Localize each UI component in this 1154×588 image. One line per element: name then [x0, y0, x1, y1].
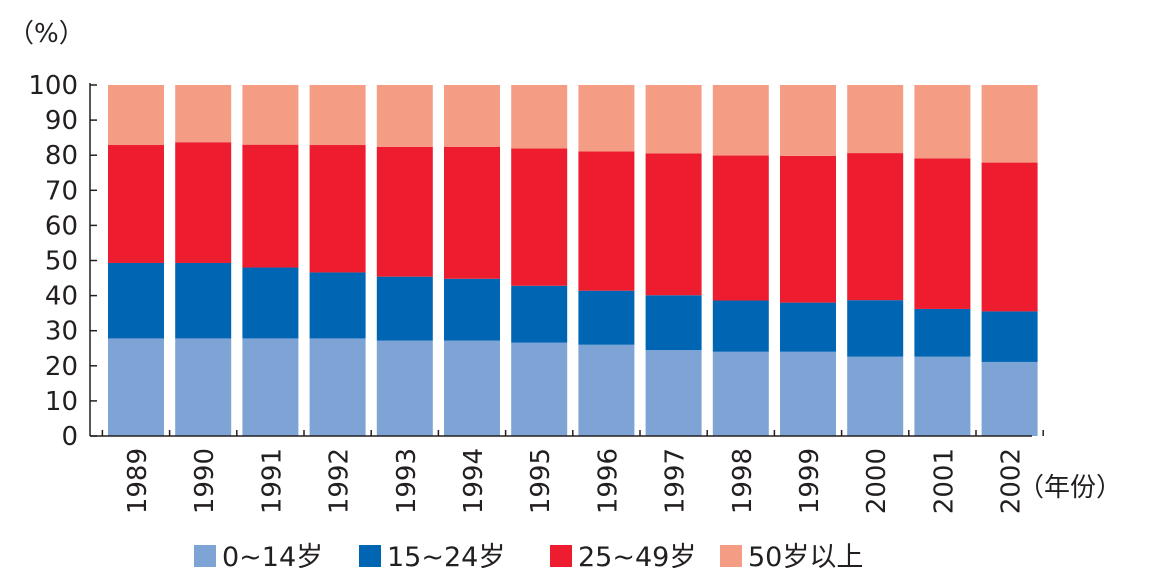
bar-segment — [914, 356, 971, 436]
x-tick-label: 1997 — [661, 448, 691, 514]
bar-segment — [309, 338, 366, 436]
bar-segment — [914, 158, 971, 309]
bars — [108, 85, 1038, 436]
x-tick-label: 1996 — [593, 448, 623, 514]
bar-segment — [511, 148, 568, 286]
bar-segment — [645, 153, 702, 296]
bar-segment — [175, 338, 232, 436]
legend-swatch — [194, 545, 216, 567]
x-tick-label: 1994 — [459, 448, 489, 514]
bar-segment — [847, 85, 904, 154]
legend-label: 0~14岁 — [222, 542, 323, 573]
x-unit-label: （年份） — [1018, 473, 1122, 503]
x-tick-label: 1990 — [190, 448, 220, 514]
bar-segment — [712, 351, 769, 436]
bar-segment — [780, 85, 836, 156]
legend-label: 25~49岁 — [578, 542, 696, 573]
x-tick-label: 1999 — [795, 448, 825, 514]
bar-segment — [175, 85, 232, 143]
x-tick-label: 1995 — [526, 448, 556, 514]
bar-segment — [376, 340, 433, 436]
bar-segment — [780, 155, 836, 303]
x-tick-label: 1991 — [257, 448, 287, 514]
bar-segment — [780, 351, 836, 436]
bar-segment — [981, 162, 1038, 312]
y-tick-label: 30 — [45, 317, 78, 347]
bar-segment — [242, 267, 299, 339]
bar-segment — [780, 302, 836, 352]
y-tick-label: 20 — [45, 352, 78, 382]
x-tick-label: 1998 — [728, 448, 758, 514]
legend: 0~14岁 15~24岁 25~49岁 50岁以上 — [194, 542, 863, 573]
y-tick-label: 0 — [61, 422, 78, 452]
bar-segment — [645, 85, 702, 154]
bar-segment — [376, 146, 433, 277]
bar-segment — [847, 356, 904, 436]
bar-segment — [511, 285, 568, 343]
y-tick-label: 80 — [45, 141, 78, 171]
bar-segment — [242, 85, 299, 145]
x-tick-label: 2000 — [862, 448, 892, 514]
bar-segment — [108, 145, 164, 263]
y-tick-label: 70 — [45, 176, 78, 206]
bar-segment — [108, 338, 164, 436]
bar-segment — [578, 151, 635, 291]
y-tick-label: 100 — [28, 71, 78, 101]
y-tick-label: 60 — [45, 211, 78, 241]
x-tick-label: 1993 — [392, 448, 422, 514]
y-tick-label: 50 — [45, 247, 78, 277]
bar-segment — [175, 142, 232, 263]
bar-segment — [444, 340, 500, 436]
legend-label: 50岁以上 — [748, 542, 863, 573]
y-tick-label: 40 — [45, 282, 78, 312]
bar-segment — [444, 85, 500, 147]
x-tick-label: 1989 — [123, 448, 153, 514]
x-tick-label: 2002 — [997, 448, 1027, 514]
bar-segment — [578, 344, 635, 436]
legend-swatch — [720, 545, 742, 567]
x-tick-label: 1992 — [325, 448, 355, 514]
bar-segment — [712, 155, 769, 301]
bar-segment — [309, 145, 366, 273]
bar-segment — [578, 290, 635, 345]
y-axis: 0 10 20 30 40 50 60 70 80 90 100 — [28, 71, 97, 452]
legend-label: 15~24岁 — [387, 542, 505, 573]
legend-swatch — [359, 545, 381, 567]
bar-segment — [914, 308, 971, 357]
bar-segment — [712, 85, 769, 156]
bar-segment — [376, 276, 433, 341]
bar-segment — [981, 361, 1038, 436]
bar-segment — [376, 85, 433, 147]
bar-segment — [108, 262, 164, 339]
bar-segment — [981, 85, 1038, 163]
bar-segment — [309, 272, 366, 339]
bar-segment — [511, 85, 568, 149]
y-unit-label: （%） — [8, 19, 85, 49]
bar-segment — [444, 278, 500, 341]
bar-segment — [981, 311, 1038, 362]
bar-segment — [712, 300, 769, 352]
bar-segment — [242, 338, 299, 436]
bar-segment — [578, 85, 635, 152]
bar-segment — [242, 144, 299, 268]
x-axis: 1989 1990 1991 1992 1993 1994 1995 1996 1997 1998… — [90, 430, 1044, 514]
bar-segment — [847, 153, 904, 301]
bar-segment — [444, 146, 500, 279]
bar-segment — [309, 85, 366, 146]
x-tick-label: 2001 — [929, 448, 959, 514]
y-tick-label: 90 — [45, 106, 78, 136]
bar-segment — [914, 85, 971, 159]
bar-segment — [175, 262, 232, 339]
bar-segment — [108, 85, 164, 146]
y-tick-label: 10 — [45, 387, 78, 417]
bar-segment — [645, 295, 702, 351]
bar-segment — [847, 300, 904, 357]
legend-swatch — [550, 545, 572, 567]
bar-segment — [645, 350, 702, 436]
bar-segment — [511, 342, 568, 436]
